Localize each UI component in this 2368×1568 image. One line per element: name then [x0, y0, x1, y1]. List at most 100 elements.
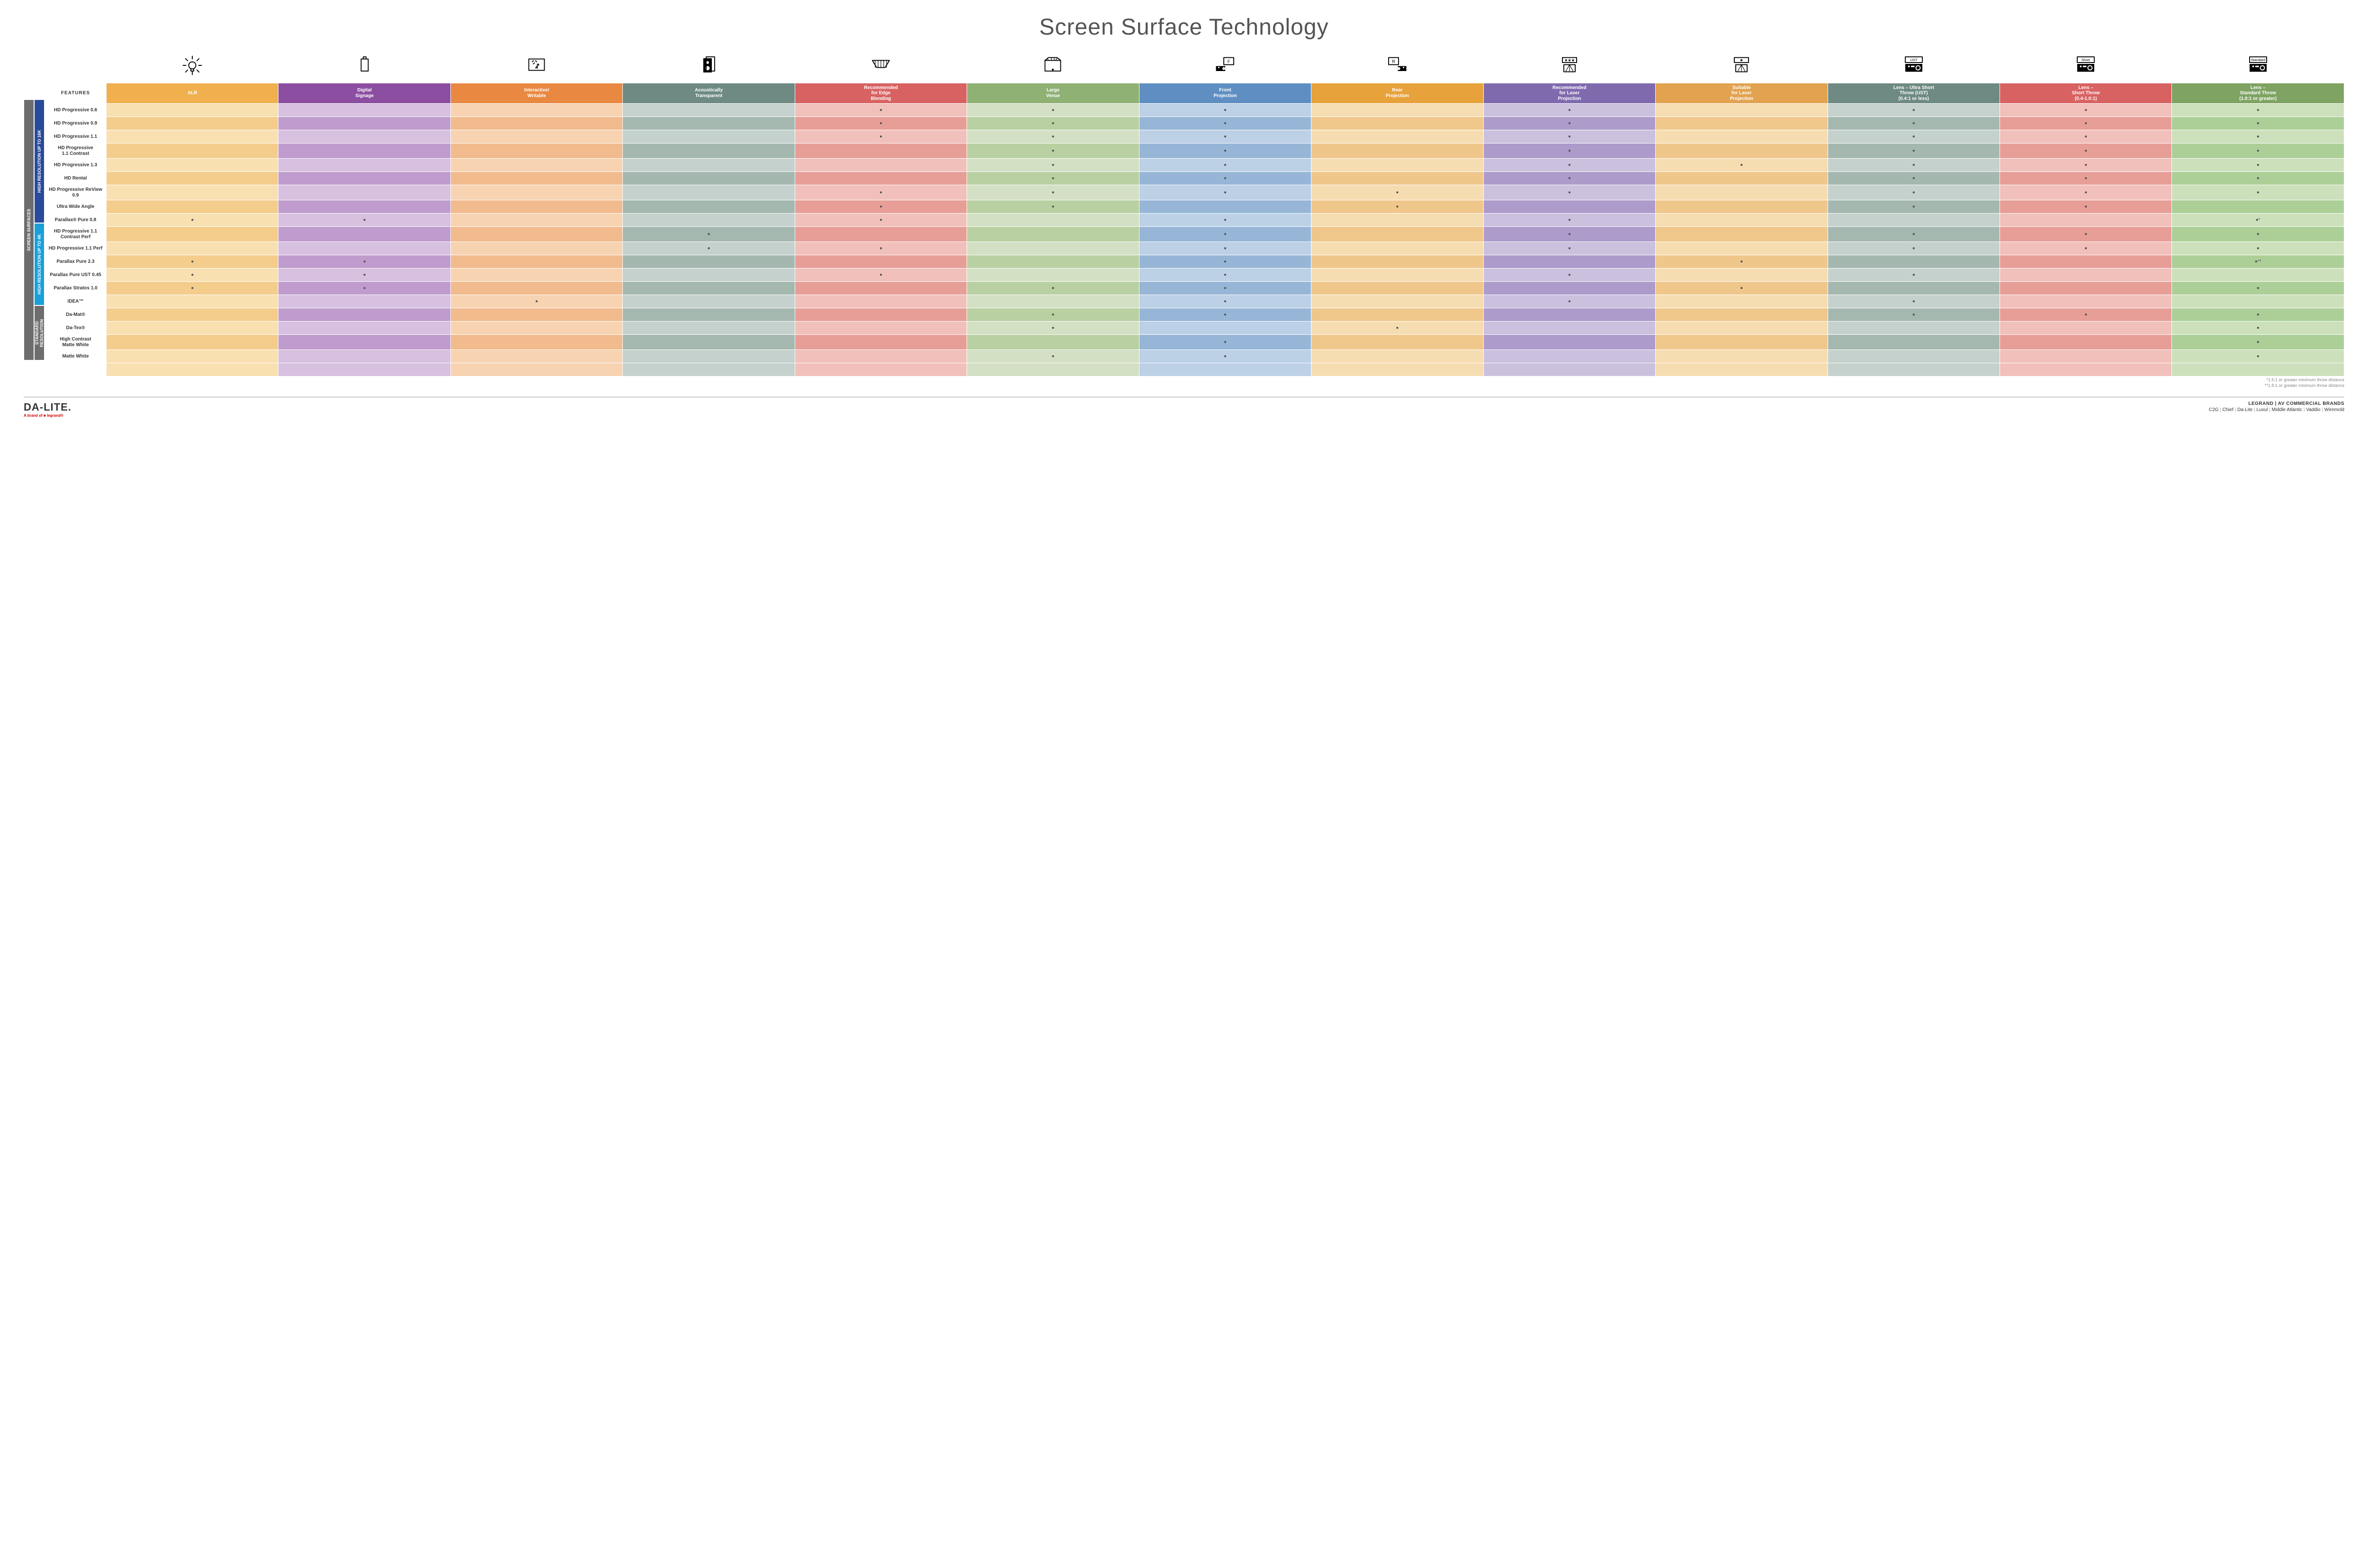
- matrix-cell: [107, 143, 278, 159]
- column-header: Recommendedfor EdgeBlending: [795, 83, 967, 104]
- matrix-cell: [623, 130, 795, 143]
- matrix-cell: ●: [1483, 130, 1655, 143]
- matrix-cell: ●: [967, 308, 1139, 322]
- matrix-cell: [1311, 242, 1483, 255]
- col-icon: R: [1311, 50, 1483, 83]
- matrix-cell: ●: [1828, 227, 2000, 242]
- matrix-cell: ●: [2172, 242, 2344, 255]
- matrix-cell: ●: [795, 242, 967, 255]
- matrix-cell: [795, 282, 967, 295]
- matrix-cell: [1311, 104, 1483, 117]
- matrix-cell: ●: [1828, 242, 2000, 255]
- matrix-cell: [1656, 242, 1828, 255]
- matrix-cell: ●: [1139, 335, 1311, 350]
- matrix-cell: [450, 282, 622, 295]
- row-label: HD Rental: [45, 172, 107, 185]
- matrix-cell: ●: [1139, 227, 1311, 242]
- matrix-cell: [1311, 269, 1483, 282]
- matrix-cell: [278, 242, 450, 255]
- matrix-cell: [795, 255, 967, 269]
- row-label: HD Progressive 1.1 Perf: [45, 242, 107, 255]
- col-icon: [107, 50, 278, 83]
- matrix-cell: ●: [1483, 185, 1655, 200]
- matrix-cell: ●: [795, 104, 967, 117]
- matrix-cell: ●: [795, 214, 967, 227]
- matrix-cell: [278, 350, 450, 363]
- row-label: Parallax® Pure 0.8: [45, 214, 107, 227]
- row-label: Parallax Stratos 1.0: [45, 282, 107, 295]
- matrix-cell: [623, 104, 795, 117]
- matrix-cell: [623, 269, 795, 282]
- col-icon: ★: [1656, 50, 1828, 83]
- matrix-cell: [623, 350, 795, 363]
- matrix-cell: [278, 200, 450, 214]
- matrix-cell: ●: [1656, 282, 1828, 295]
- matrix-cell: ●: [1828, 308, 2000, 322]
- matrix-cell: ●: [1139, 143, 1311, 159]
- matrix-cell: [107, 350, 278, 363]
- matrix-cell: ●: [1483, 159, 1655, 172]
- matrix-cell: [1311, 255, 1483, 269]
- matrix-cell: ●: [1483, 117, 1655, 130]
- matrix-cell: ●: [1139, 214, 1311, 227]
- page-title: Screen Surface Technology: [24, 14, 2344, 40]
- matrix-cell: [795, 172, 967, 185]
- matrix-cell: [1311, 130, 1483, 143]
- matrix-cell: [623, 143, 795, 159]
- matrix-cell: ●: [278, 255, 450, 269]
- matrix-cell: [450, 322, 622, 335]
- matrix-cell: [107, 185, 278, 200]
- matrix-cell: ●: [2000, 130, 2171, 143]
- matrix-cell: [1656, 269, 1828, 282]
- matrix-cell: ●: [1828, 130, 2000, 143]
- matrix-cell: ●: [795, 200, 967, 214]
- matrix-cell: [795, 143, 967, 159]
- matrix-cell: ●: [1139, 308, 1311, 322]
- column-header: Suitablefor LaserProjection: [1656, 83, 1828, 104]
- matrix-cell: [1656, 335, 1828, 350]
- matrix-cell: [1656, 308, 1828, 322]
- matrix-cell: [623, 295, 795, 308]
- matrix-cell: ●: [2172, 143, 2344, 159]
- feature-matrix: FR★★★★USTShortStandardFEATURESALRDigital…: [45, 50, 2344, 376]
- matrix-cell: [107, 322, 278, 335]
- matrix-cell: [278, 130, 450, 143]
- matrix-cell: [1311, 295, 1483, 308]
- row-label: Da-Mat®: [45, 308, 107, 322]
- matrix-cell: [1311, 159, 1483, 172]
- matrix-cell: [2000, 295, 2171, 308]
- matrix-cell: ●: [2000, 200, 2171, 214]
- matrix-cell: [795, 350, 967, 363]
- matrix-cell: ●: [967, 159, 1139, 172]
- matrix-cell: [1828, 322, 2000, 335]
- matrix-cell: [2000, 269, 2171, 282]
- matrix-cell: ●: [2000, 172, 2171, 185]
- matrix-cell: [795, 227, 967, 242]
- matrix-cell: [795, 159, 967, 172]
- matrix-cell: ●: [1483, 295, 1655, 308]
- matrix-cell: [450, 335, 622, 350]
- matrix-cell: [967, 269, 1139, 282]
- column-header: LargeVenue: [967, 83, 1139, 104]
- matrix-cell: ●: [967, 172, 1139, 185]
- matrix-cell: ●: [1828, 200, 2000, 214]
- row-label: Parallax Pure UST 0.45: [45, 269, 107, 282]
- matrix-cell: [107, 242, 278, 255]
- column-header: ALR: [107, 83, 278, 104]
- matrix-cell: ●: [1139, 269, 1311, 282]
- matrix-cell: ●: [1828, 172, 2000, 185]
- matrix-cell: ●: [2172, 159, 2344, 172]
- row-label: HD Progressive 1.1Contrast Perf: [45, 227, 107, 242]
- footnote: **1.8:1 or greater minimum throw distanc…: [24, 383, 2344, 389]
- matrix-cell: [278, 335, 450, 350]
- matrix-cell: ●: [967, 185, 1139, 200]
- matrix-cell: ●: [1139, 295, 1311, 308]
- matrix-cell: [1311, 143, 1483, 159]
- column-header: Recommendedfor LaserProjection: [1483, 83, 1655, 104]
- matrix-cell: [623, 214, 795, 227]
- matrix-cell: [278, 117, 450, 130]
- matrix-cell: [623, 200, 795, 214]
- matrix-cell: ●: [1311, 200, 1483, 214]
- row-label: HD Progressive ReView 0.9: [45, 185, 107, 200]
- column-header: FrontProjection: [1139, 83, 1311, 104]
